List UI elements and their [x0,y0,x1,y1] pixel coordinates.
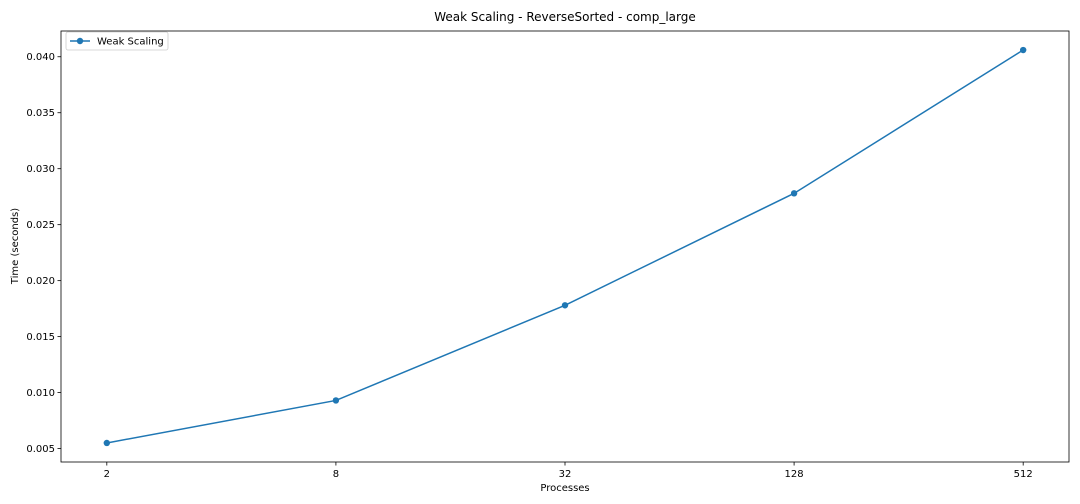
y-tick-label: 0.020 [26,276,55,287]
y-tick-label: 0.025 [26,220,55,231]
legend: Weak Scaling [65,31,169,51]
data-point [332,397,340,404]
x-tick-label: 8 [333,469,339,480]
legend-entry-label: Weak Scaling [97,37,164,48]
x-tick-label: 512 [1014,469,1033,480]
y-tick-label: 0.015 [26,332,55,343]
x-tick-label: 128 [785,469,804,480]
y-tick-label: 0.030 [26,164,55,175]
legend-box [65,31,169,51]
data-point [1019,46,1027,54]
y-axis-label: Time (seconds) [10,208,21,285]
chart-title: Weak Scaling - ReverseSorted - comp_larg… [434,10,696,24]
y-tick-label: 0.035 [26,108,55,119]
x-axis-ticks: 2 8 32 128 512 [104,462,1033,480]
y-tick-label: 0.010 [26,388,55,399]
y-tick-label: 0.040 [26,52,55,63]
x-tick-label: 32 [559,469,572,480]
data-point [790,190,798,197]
x-axis-label: Processes [540,483,589,494]
legend-marker-sample [76,37,84,45]
series-layer [103,46,1027,447]
data-point [561,302,569,309]
x-tick-label: 2 [104,469,110,480]
y-axis-ticks: 0.005 0.010 0.015 0.020 0.025 0.030 0.035 0.040 [26,52,61,455]
y-tick-label: 0.005 [26,444,55,455]
data-point [103,439,111,447]
